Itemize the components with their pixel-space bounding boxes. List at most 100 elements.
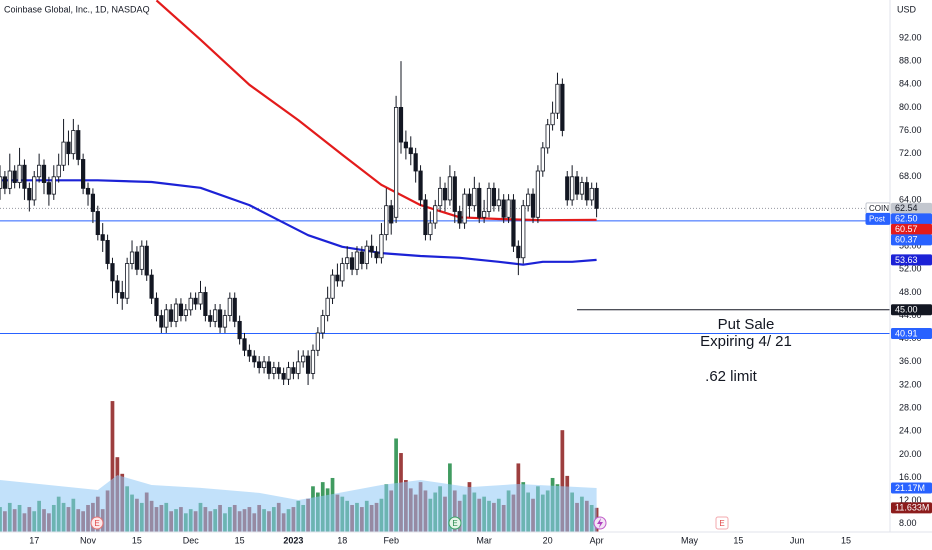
candle-body [398,106,404,143]
candle-body [61,141,66,166]
candle-body [594,187,599,209]
candle-body [208,315,213,322]
price-badge-label: 45.00 [895,305,918,315]
split-icon[interactable] [593,516,607,530]
x-tick-label: Feb [383,535,399,545]
candle-body [565,176,570,201]
y-tick-label: 20.00 [899,449,922,459]
candle-body [305,355,311,374]
candle-body [41,164,47,183]
event-icon[interactable]: E [90,516,104,530]
candle-body [183,309,188,316]
volume-bar [110,401,115,532]
candle-body [310,349,316,374]
candle-body [37,164,42,178]
candle-body [222,315,228,328]
candle-body [81,159,86,189]
moving-average [0,179,597,266]
event-label: E [719,519,724,528]
y-tick-label: 76.00 [899,125,922,135]
candle-body [115,280,120,293]
candle-body [125,263,130,299]
candle-body [442,187,448,201]
candle-body [413,153,418,172]
candle-body [281,373,286,380]
price-badge [891,202,932,214]
candle-body [516,245,521,259]
x-tick-label: 15 [235,535,245,545]
price-badge-label: 53.63 [895,255,918,265]
event-icon[interactable]: E [448,516,462,530]
y-tick-label: 36.00 [899,356,922,366]
candle-body [467,193,472,207]
candle-body [555,83,560,114]
candle-body [501,199,506,218]
y-tick-label: 88.00 [899,56,922,66]
candle-body [76,130,81,160]
candle-body [100,234,105,241]
price-badge [891,213,932,225]
candle-body [354,251,360,270]
candle-body [540,147,545,172]
candle-body [437,187,443,207]
y-tick-label: 80.00 [899,102,922,112]
y-tick-label: 32.00 [899,379,922,389]
price-badge-name: COIN [869,204,889,213]
annotation: .62 limit [705,368,758,385]
candle-body [389,205,394,224]
candle-body [0,176,3,189]
price-badge-label: 60.57 [895,224,918,234]
candle-body [144,245,149,276]
price-badge [891,234,932,246]
x-tick-label: 20 [543,535,553,545]
candle-body [159,315,164,328]
candle-body [173,303,179,322]
candle-body [589,187,594,201]
candle-body [134,251,140,270]
candle-body [530,193,536,218]
y-tick-label: 92.00 [899,32,922,42]
price-badge [891,304,932,316]
candle-body [154,297,159,316]
candle-body [129,251,135,264]
currency-label: USD [897,4,917,14]
chart-title: Coinbase Global, Inc., 1D, NASDAQ [4,4,150,14]
price-badge [891,482,932,494]
candle-body [120,292,125,299]
candle-body [393,106,399,218]
candle-body [257,361,262,369]
candle-body [110,263,115,282]
candle-body [203,292,208,316]
plot-area [0,0,890,532]
candle-body [188,297,193,311]
candle-body [56,164,61,178]
event-icon[interactable]: E [715,516,729,530]
x-tick-label: Mar [476,535,492,545]
candle-body [12,170,17,183]
price-badge-label: 62.50 [895,214,918,224]
candle-body [193,297,198,305]
y-tick-label: 28.00 [899,402,922,412]
split-glyph [597,518,603,528]
candle-body [32,176,37,201]
candle-body [217,309,223,328]
price-badge-label: 21.17M [895,483,925,493]
candle-body [71,130,76,155]
x-tick-label: Jun [790,535,805,545]
annotation: Expiring 4/ 21 [700,333,792,350]
x-tick-label: 2023 [283,535,303,545]
candle-body [349,257,355,270]
candle-body [149,274,154,299]
y-tick-label: 16.00 [899,472,922,482]
candle-body [452,176,457,212]
candle-body [574,176,580,195]
y-tick-label: 48.00 [899,287,922,297]
candle-body [51,176,56,195]
candle-body [374,251,379,259]
candle-body [335,274,340,282]
candle-body [271,367,276,374]
candle-body [511,199,516,247]
